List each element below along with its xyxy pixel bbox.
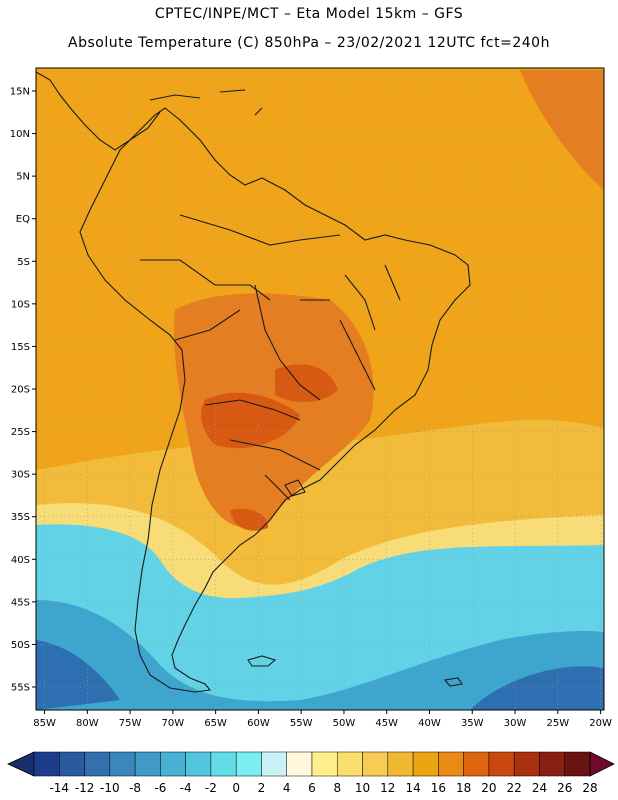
colorbar-label: -14 — [49, 781, 69, 795]
lon-tick-label: 60W — [247, 718, 270, 729]
falkland-islands — [247, 655, 277, 667]
lon-tick-label: 45W — [375, 718, 398, 729]
latitude-axis: 15N 10N 5N EQ 5S 10S 15S 20S 25S 30S 35S 40S 45S 50S 5… — [10, 86, 36, 694]
colorbar-swatch — [185, 751, 212, 777]
lon-tick-label: 70W — [162, 718, 185, 729]
lat-tick-label: 35S — [11, 512, 30, 523]
colorbar-label: -2 — [205, 781, 217, 795]
colorbar-swatch — [261, 751, 287, 777]
lat-tick-label: 10N — [10, 129, 30, 140]
colorbar-swatch — [412, 751, 439, 777]
map-title-line1: CPTEC/INPE/MCT – Eta Model 15km – GFS — [154, 6, 464, 22]
longitude-axis: 85W 80W 75W 70W 65W 60W 55W 50W 45W 40W 35W 30W 25W 2… — [33, 710, 612, 729]
caribbean-islands — [149, 89, 263, 116]
colorbar-label: -4 — [180, 781, 192, 795]
field-colder-band — [36, 600, 604, 710]
lat-tick-label: 55S — [11, 683, 30, 694]
lon-tick-label: 40W — [418, 718, 441, 729]
colorbar-label: 4 — [283, 781, 291, 795]
map-title-line2: Absolute Temperature (C) 850hPa – 23/02/… — [68, 35, 550, 51]
lat-tick-label: 50S — [11, 640, 30, 651]
colorbar-swatch — [539, 751, 565, 777]
coastline-and-borders — [36, 71, 471, 693]
lon-tick-label: 35W — [461, 718, 484, 729]
colorbar-label: 8 — [333, 781, 341, 795]
field-hottest-core — [201, 364, 338, 531]
colorbar-label: 12 — [380, 781, 395, 795]
colorbar-swatch — [210, 751, 237, 777]
colorbar-label: -12 — [75, 781, 95, 795]
lon-tick-label: 65W — [204, 718, 227, 729]
colorbar-swatch — [438, 751, 464, 777]
atlantic-island — [443, 677, 463, 687]
colorbar-label: 26 — [557, 781, 572, 795]
central-america-coastline — [36, 71, 161, 151]
colorbar-swatch — [33, 751, 60, 777]
lat-tick-label: 5S — [17, 257, 30, 268]
colorbar-label: 10 — [355, 781, 370, 795]
colorbar-swatch — [109, 751, 136, 777]
colorbar-label: 0 — [232, 781, 240, 795]
colorbar-over-arrow — [589, 751, 615, 777]
lon-tick-label: 50W — [333, 718, 356, 729]
colorbar-swatch — [488, 751, 515, 777]
colorbar-label: -6 — [154, 781, 166, 795]
lat-tick-label: 30S — [11, 470, 30, 481]
lon-tick-label: 20W — [589, 718, 612, 729]
colorbar-swatch — [134, 751, 161, 777]
lon-tick-label: 25W — [546, 718, 569, 729]
lon-tick-label: 55W — [290, 718, 313, 729]
lat-tick-label: 25S — [11, 427, 30, 438]
lat-tick-label: 5N — [16, 172, 30, 183]
field-coldest-patches — [36, 640, 604, 710]
temperature-colorbar: -14 -12 -10 -8 -6 -4 -2 0 2 4 6 8 10 12 14 16 18 20 22 24 26… — [7, 751, 615, 795]
lat-lon-grid — [36, 68, 604, 710]
country-borders — [140, 214, 401, 501]
lat-tick-label: 10S — [11, 299, 30, 310]
lat-tick-label: 45S — [11, 597, 30, 608]
lon-tick-label: 85W — [33, 718, 56, 729]
temperature-field — [36, 68, 604, 710]
colorbar-label: 24 — [532, 781, 547, 795]
lat-tick-label: 40S — [11, 555, 30, 566]
colorbar-swatch — [160, 751, 186, 777]
lat-tick-label: 15S — [11, 342, 30, 353]
colorbar-swatch — [59, 751, 85, 777]
lon-tick-label: 80W — [76, 718, 99, 729]
south-america-coastline — [79, 107, 471, 693]
colorbar-swatch — [84, 751, 111, 777]
lat-tick-label: 15N — [10, 86, 30, 97]
colorbar-label: 6 — [308, 781, 316, 795]
colorbar-swatch — [362, 751, 389, 777]
lon-tick-label: 75W — [119, 718, 142, 729]
colorbar-label: 20 — [481, 781, 496, 795]
colorbar-swatch — [286, 751, 313, 777]
lagoa-dos-patos — [284, 479, 306, 497]
lat-tick-label: 20S — [11, 385, 30, 396]
colorbar-swatch — [235, 751, 262, 777]
colorbar-label: 14 — [405, 781, 420, 795]
colorbar-swatch — [387, 751, 414, 777]
lat-tick-label: EQ — [16, 214, 30, 225]
colorbar-swatch — [311, 751, 338, 777]
colorbar-swatch — [564, 751, 591, 777]
colorbar-swatch — [463, 751, 490, 777]
colorbar-label: 28 — [582, 781, 597, 795]
colorbar-label: -10 — [100, 781, 120, 795]
lon-tick-label: 30W — [504, 718, 527, 729]
colorbar-label: 2 — [258, 781, 266, 795]
colorbar-label: -8 — [129, 781, 141, 795]
colorbar-swatch — [337, 751, 363, 777]
colorbar-under-arrow — [7, 751, 35, 777]
colorbar-label: 18 — [456, 781, 471, 795]
colorbar-label: 22 — [507, 781, 522, 795]
colorbar-swatch — [513, 751, 540, 777]
colorbar-label: 16 — [431, 781, 446, 795]
